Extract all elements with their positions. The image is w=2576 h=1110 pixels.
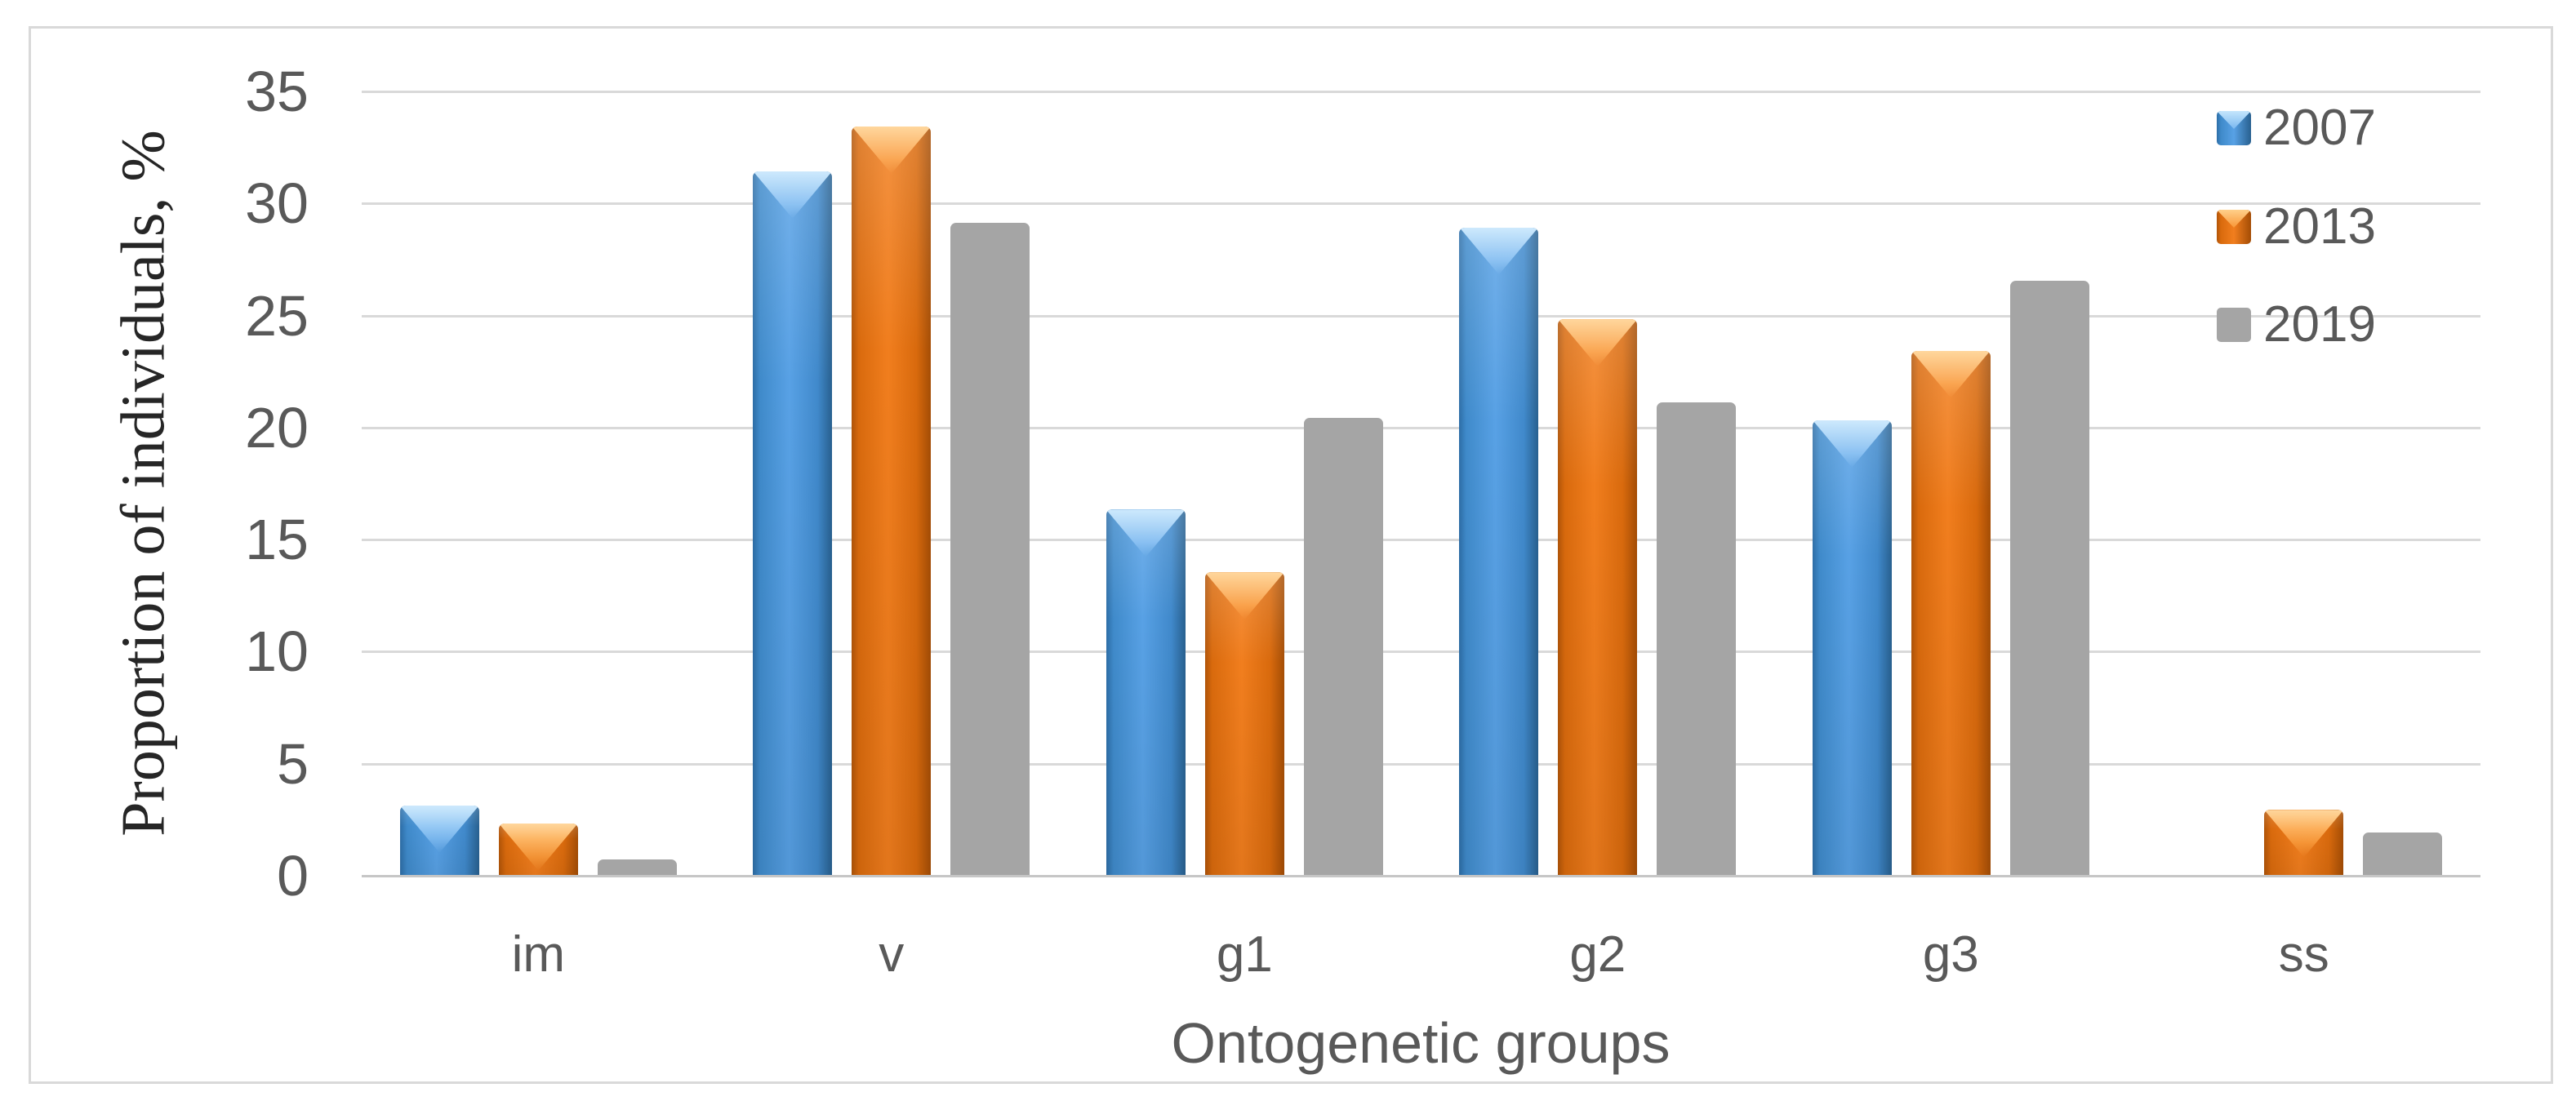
y-tick-label-15: 15 <box>245 508 309 572</box>
y-tick-label-5: 5 <box>277 731 309 796</box>
gridline-15 <box>362 539 2480 542</box>
legend-swatch-2019 <box>2217 308 2251 342</box>
gridline-5 <box>362 762 2480 766</box>
bar-2013-g2 <box>1558 319 1638 875</box>
x-category-label-v: v <box>879 926 905 983</box>
y-axis-title: Proportion of individuals, % <box>109 130 178 837</box>
gridline-35 <box>362 91 2480 93</box>
y-tick-label-0: 0 <box>277 844 309 908</box>
legend-item-2007: 2007 <box>2217 103 2376 153</box>
x-category-label-g3: g3 <box>1922 926 1979 983</box>
bar-2007-g2 <box>1459 227 1539 875</box>
bar-2013-v <box>852 126 932 875</box>
legend-swatch-2013 <box>2217 210 2251 244</box>
legend-item-2013: 2013 <box>2217 202 2376 252</box>
legend-label-2013: 2013 <box>2263 198 2376 255</box>
bar-2007-v <box>753 171 833 875</box>
bar-2019-ss <box>2363 832 2443 875</box>
gridline-30 <box>362 202 2480 206</box>
legend-label-2007: 2007 <box>2263 100 2376 156</box>
y-tick-label-25: 25 <box>245 283 309 348</box>
x-category-label-g1: g1 <box>1216 926 1273 983</box>
gridline-25 <box>362 314 2480 317</box>
x-category-label-g2: g2 <box>1569 926 1626 983</box>
bar-2019-v <box>950 223 1030 875</box>
y-tick-label-30: 30 <box>245 171 309 236</box>
bar-2007-g3 <box>1812 420 1892 875</box>
x-axis-line <box>362 875 2480 877</box>
gridline-20 <box>362 426 2480 429</box>
x-category-label-im: im <box>511 926 565 983</box>
legend-label-2019: 2019 <box>2263 296 2376 353</box>
y-tick-label-35: 35 <box>245 60 309 123</box>
x-category-label-ss: ss <box>2278 926 2329 983</box>
bar-2019-g2 <box>1657 402 1737 875</box>
bar-2013-g1 <box>1204 572 1284 875</box>
bar-2013-g3 <box>1911 350 1991 875</box>
bar-2019-g3 <box>2009 281 2089 875</box>
legend-item-2019: 2019 <box>2217 300 2376 350</box>
bar-2007-im <box>399 805 479 875</box>
bar-2013-im <box>498 823 578 875</box>
x-axis-title: Ontogenetic groups <box>1171 1011 1671 1075</box>
bar-2013-ss <box>2264 810 2344 875</box>
gridline-10 <box>362 650 2480 654</box>
legend-swatch-2007 <box>2217 111 2251 145</box>
y-tick-label-10: 10 <box>245 619 309 684</box>
y-tick-label-20: 20 <box>245 395 309 460</box>
chart-frame <box>29 26 2553 1084</box>
bar-2007-g1 <box>1106 509 1186 875</box>
bar-2019-g1 <box>1303 417 1383 875</box>
bar-2019-im <box>597 859 677 875</box>
